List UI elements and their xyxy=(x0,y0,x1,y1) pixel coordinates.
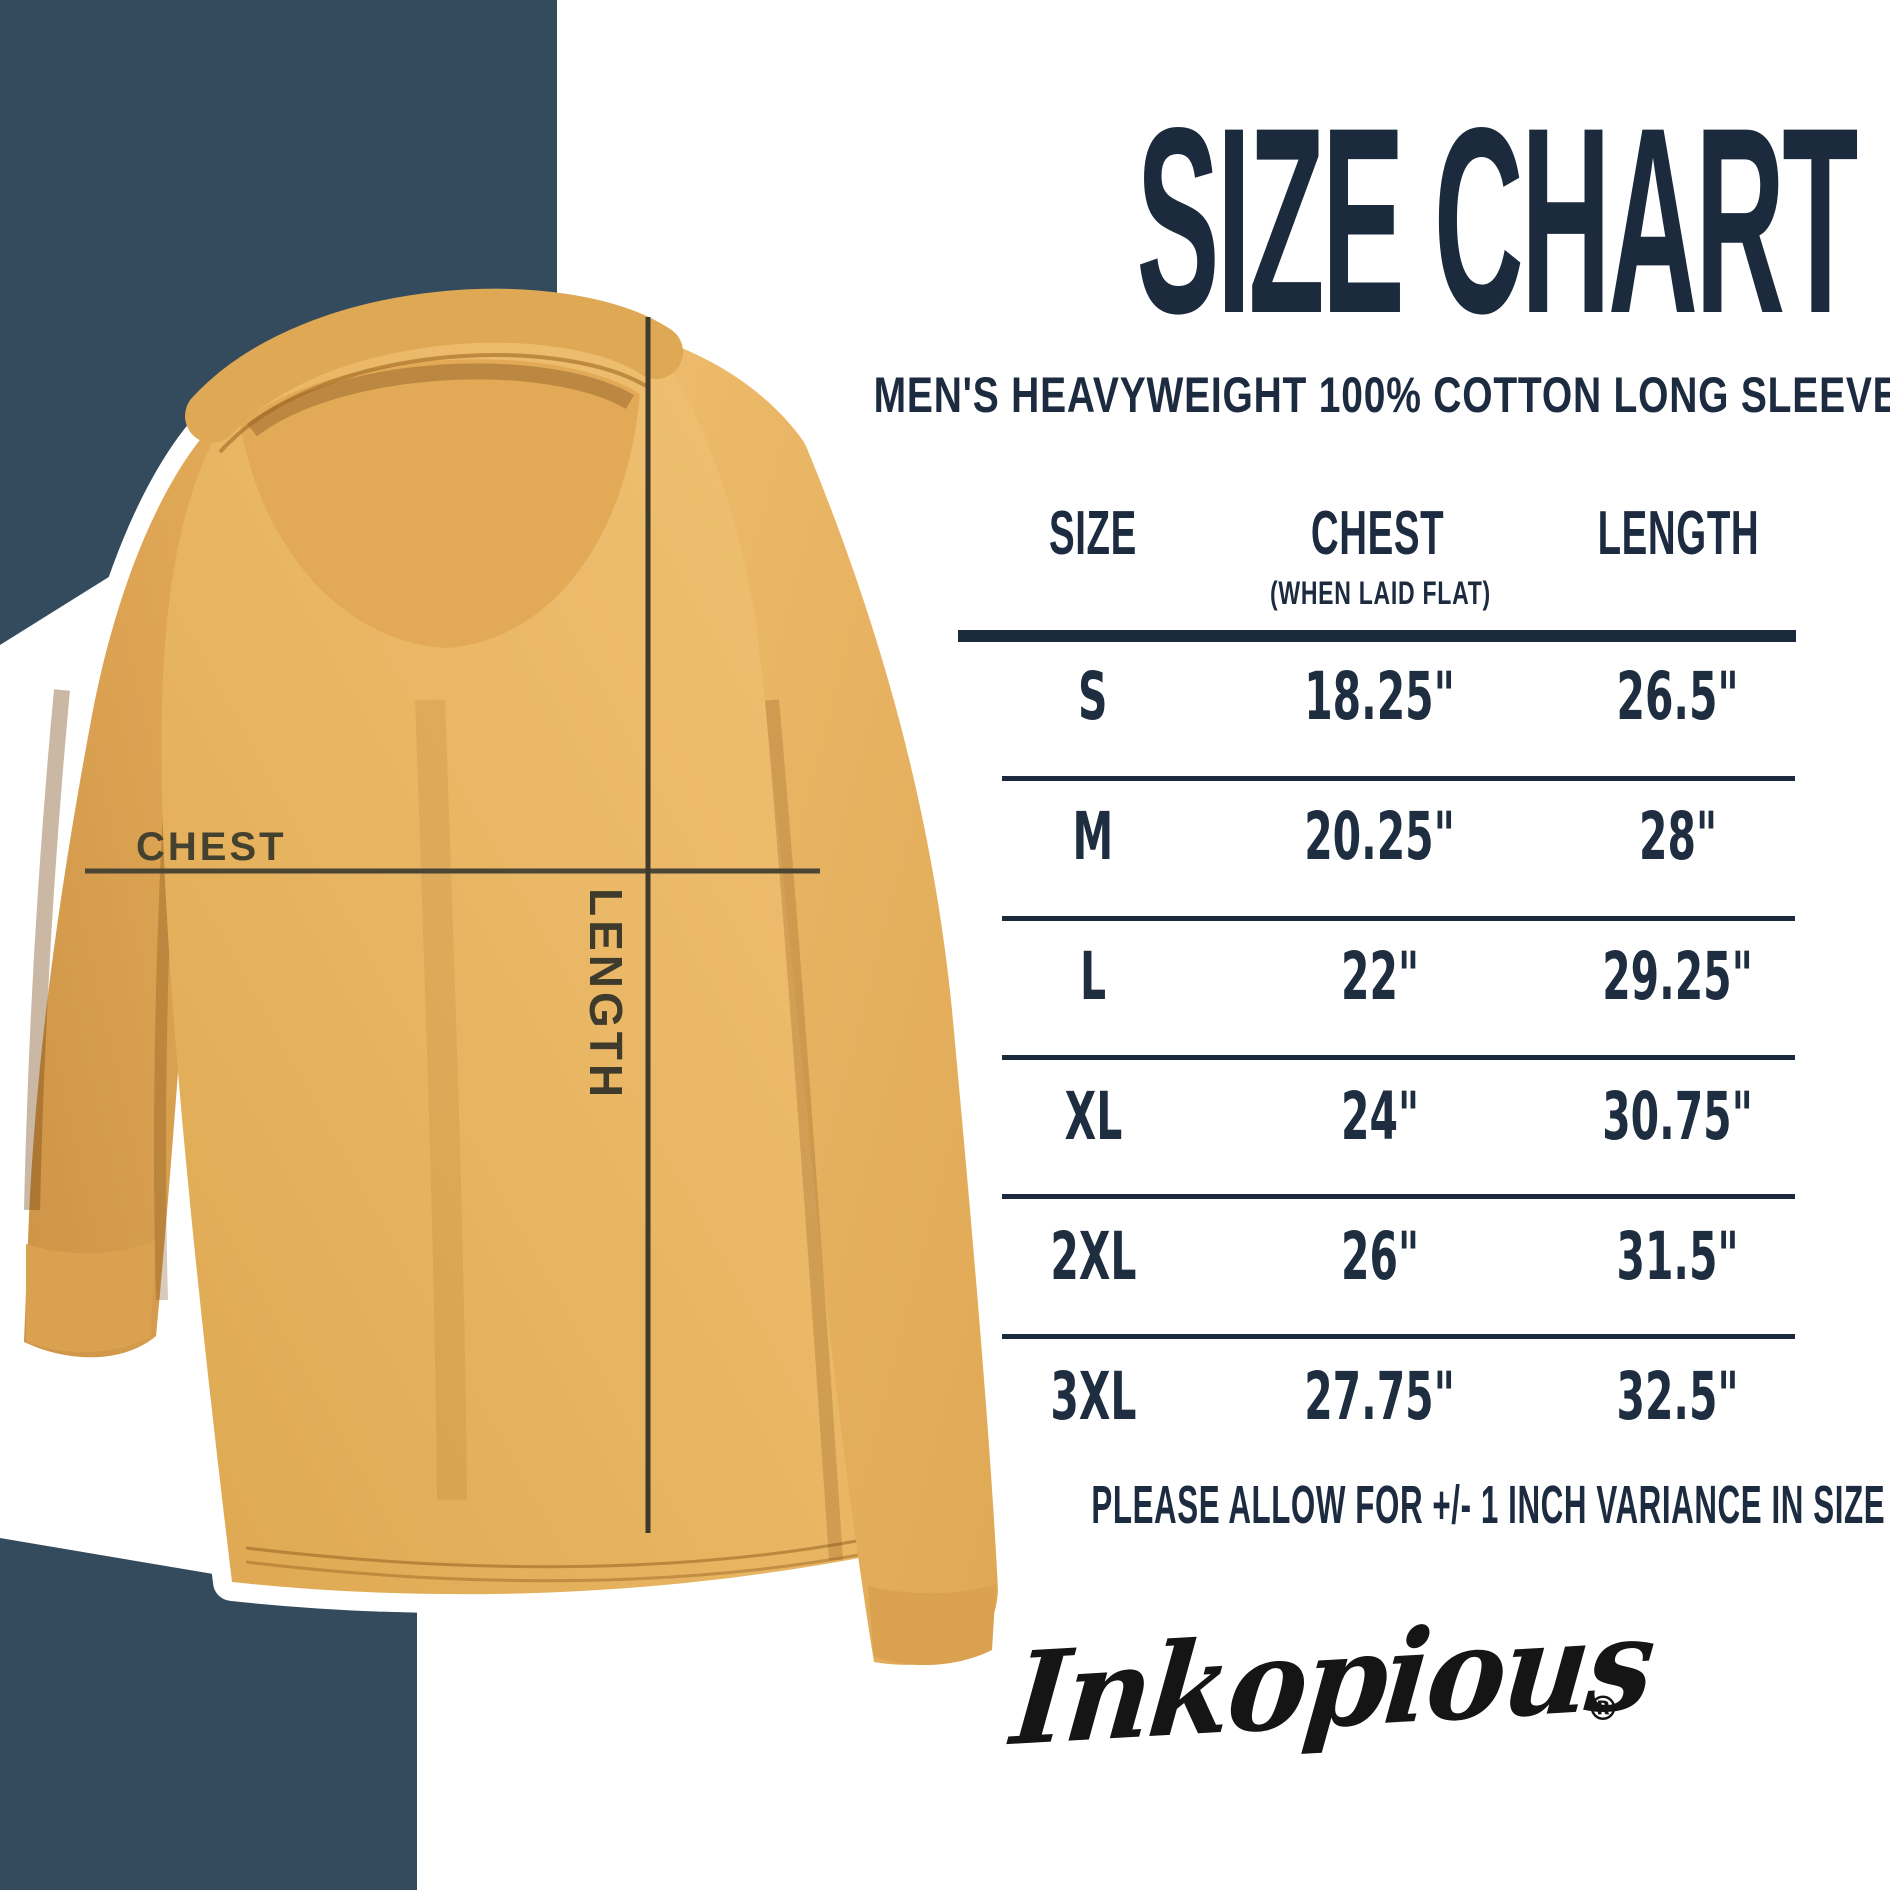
row-s-size: S xyxy=(1078,658,1108,735)
neck-opening xyxy=(240,359,640,648)
collar-band xyxy=(185,288,683,443)
right-cuff xyxy=(868,1584,996,1666)
variance-note: PLEASE ALLOW FOR +/- 1 INCH VARIANCE IN … xyxy=(1091,1475,1886,1535)
length-label: LENGTH xyxy=(580,888,632,1101)
row-2xl-length: 31.5" xyxy=(1616,1218,1740,1295)
row-2xl-size: 2XL xyxy=(1049,1218,1137,1295)
hem-stitch-1 xyxy=(245,1538,863,1569)
row-divider xyxy=(1002,916,1795,921)
column-header-chest-note: (WHEN LAID FLAT) xyxy=(1269,575,1491,611)
row-l-chest: 22" xyxy=(1340,938,1420,1015)
shirt-right-sleeve xyxy=(652,338,998,1665)
row-divider xyxy=(1002,776,1795,781)
right-sleeve-shadow xyxy=(765,699,843,1561)
row-s-chest: 18.25" xyxy=(1304,658,1456,735)
left-cuff xyxy=(26,1240,156,1353)
row-xl-chest: 24" xyxy=(1340,1078,1420,1155)
sleeve-fold-shadow xyxy=(24,689,70,1211)
row-3xl-chest: 27.75" xyxy=(1304,1358,1456,1435)
row-m-chest: 20.25" xyxy=(1304,798,1456,875)
collar-inner-shadow xyxy=(247,363,635,437)
column-header-chest: CHEST xyxy=(1311,499,1445,568)
header-rule xyxy=(958,630,1796,642)
column-header-size: SIZE xyxy=(1049,499,1137,568)
row-divider xyxy=(1002,1194,1795,1199)
row-l-size: L xyxy=(1079,938,1107,1015)
row-s-length: 26.5" xyxy=(1616,658,1740,735)
body-center-shadow xyxy=(415,699,467,1501)
row-2xl-chest: 26" xyxy=(1340,1218,1420,1295)
row-3xl-length: 32.5" xyxy=(1616,1358,1740,1435)
row-m-length: 28" xyxy=(1638,798,1718,875)
row-divider xyxy=(1002,1334,1795,1339)
row-m-size: M xyxy=(1072,798,1114,875)
row-xl-size: XL xyxy=(1064,1078,1122,1155)
chest-label: CHEST xyxy=(136,825,287,869)
collar-seam xyxy=(218,353,648,454)
row-xl-length: 30.75" xyxy=(1602,1078,1754,1155)
hem-stitch-2 xyxy=(245,1552,865,1583)
column-header-length: LENGTH xyxy=(1597,499,1759,568)
registered-mark: ® xyxy=(1586,1689,1620,1729)
shirt-body xyxy=(161,318,870,1595)
brand-logo: Inkopious xyxy=(1005,1589,1659,1775)
page-title: SIZE CHART xyxy=(1136,73,1858,369)
row-l-length: 29.25" xyxy=(1602,938,1754,1015)
row-3xl-size: 3XL xyxy=(1049,1358,1137,1435)
row-divider xyxy=(1002,1055,1795,1060)
product-subtitle: MEN'S HEAVYWEIGHT 100% COTTON LONG SLEEV… xyxy=(873,367,1890,423)
